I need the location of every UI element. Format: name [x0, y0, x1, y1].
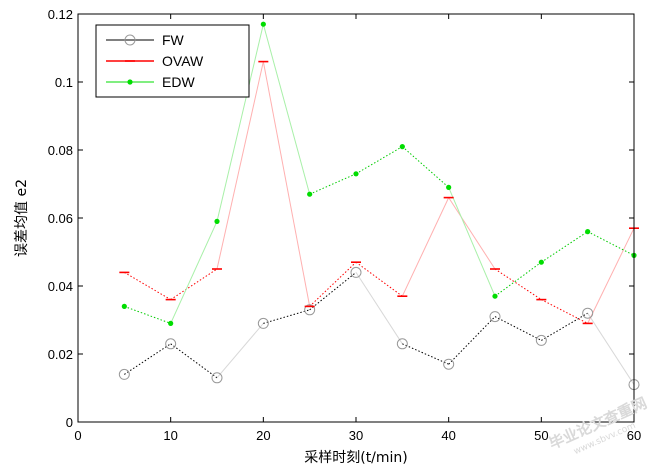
series-fw-point	[257, 317, 269, 329]
series-fw-point	[396, 338, 408, 350]
series-edw-point	[446, 184, 452, 190]
series-edw-point	[585, 229, 591, 235]
series-fw-segment	[309, 272, 357, 311]
x-tick-label: 20	[256, 428, 270, 443]
y-tick-label: 0.08	[48, 143, 73, 158]
series-fw-point	[443, 358, 455, 370]
series-edw-point	[307, 191, 313, 197]
series-ovaw-segment	[262, 61, 311, 307]
series-fw-segment	[216, 323, 264, 379]
x-tick-label: 30	[349, 428, 363, 443]
series-markers	[118, 21, 640, 391]
series-edw-point	[168, 320, 174, 326]
y-tick-label: 0.02	[48, 347, 73, 362]
x-axis-label: 采样时刻(t/min)	[304, 450, 408, 466]
series-ovaw-segment	[309, 261, 357, 307]
series-edw-point	[214, 218, 220, 224]
series-fw-segment	[448, 316, 496, 365]
series-fw-point	[211, 372, 223, 384]
series-fw-segment	[541, 312, 588, 341]
series-fw-segment	[494, 316, 542, 341]
series-fw-segment	[402, 343, 449, 365]
series-lines	[124, 24, 635, 385]
x-tick-label: 10	[163, 428, 177, 443]
series-edw-point	[260, 21, 266, 27]
y-tick-label: 0.06	[48, 211, 73, 226]
legend-marker-edw	[127, 79, 133, 85]
legend: FW OVAW EDW	[95, 24, 250, 98]
series-edw-point	[492, 293, 498, 299]
y-tick-label: 0.12	[48, 7, 73, 22]
axis-ticks: 0 10 20 30 40 50 60 0 0.02 0.04 0.06 0.08 0.1 0.12	[48, 7, 642, 443]
series-fw-point	[118, 368, 130, 380]
series-edw-point	[353, 171, 359, 177]
series-edw-segment	[124, 305, 171, 324]
x-tick-label: 50	[534, 428, 548, 443]
series-edw-segment	[402, 146, 449, 188]
series-edw-segment	[170, 221, 218, 324]
y-axis-label: 误差均值 e2	[14, 179, 30, 257]
series-edw-segment	[309, 173, 357, 195]
series-edw-segment	[587, 231, 635, 256]
x-tick-label: 40	[441, 428, 455, 443]
series-fw-segment	[355, 272, 403, 345]
series-edw-point	[538, 259, 544, 265]
series-edw-segment	[541, 231, 588, 263]
y-tick-label: 0	[66, 415, 73, 430]
series-edw-point	[121, 303, 127, 309]
series-fw-segment	[170, 343, 218, 379]
series-ovaw-segment	[401, 197, 450, 297]
series-ovaw-segment	[587, 227, 635, 324]
x-tick-label: 0	[74, 428, 81, 443]
series-fw-segment	[124, 343, 171, 375]
series-fw-point	[165, 338, 177, 350]
legend-label-edw: EDW	[162, 74, 195, 90]
series-ovaw-segment	[494, 268, 542, 301]
series-ovaw-segment	[355, 261, 403, 297]
y-tick-label: 0.04	[48, 279, 73, 294]
legend-label-fw: FW	[162, 32, 185, 48]
series-edw-segment	[448, 187, 496, 297]
series-fw-point	[582, 307, 594, 319]
series-fw-segment	[263, 309, 310, 324]
series-fw-point	[535, 334, 547, 346]
legend-marker-fw	[124, 34, 136, 46]
series-edw-segment	[216, 24, 264, 222]
series-ovaw-segment	[448, 197, 496, 270]
series-ovaw-segment	[216, 61, 264, 270]
series-edw-segment	[494, 261, 542, 297]
series-fw-point	[350, 266, 362, 278]
series-fw-point	[304, 304, 316, 316]
legend-label-ovaw: OVAW	[162, 53, 204, 69]
x-tick-label: 60	[627, 428, 641, 443]
series-edw-point	[399, 144, 405, 150]
series-edw-segment	[262, 24, 311, 195]
series-fw-point	[489, 311, 501, 323]
series-ovaw-segment	[124, 271, 171, 301]
series-fw-segment	[587, 312, 635, 385]
series-ovaw-segment	[541, 299, 588, 324]
series-edw-segment	[355, 146, 403, 175]
y-tick-label: 0.1	[55, 75, 73, 90]
series-ovaw-segment	[170, 268, 218, 301]
